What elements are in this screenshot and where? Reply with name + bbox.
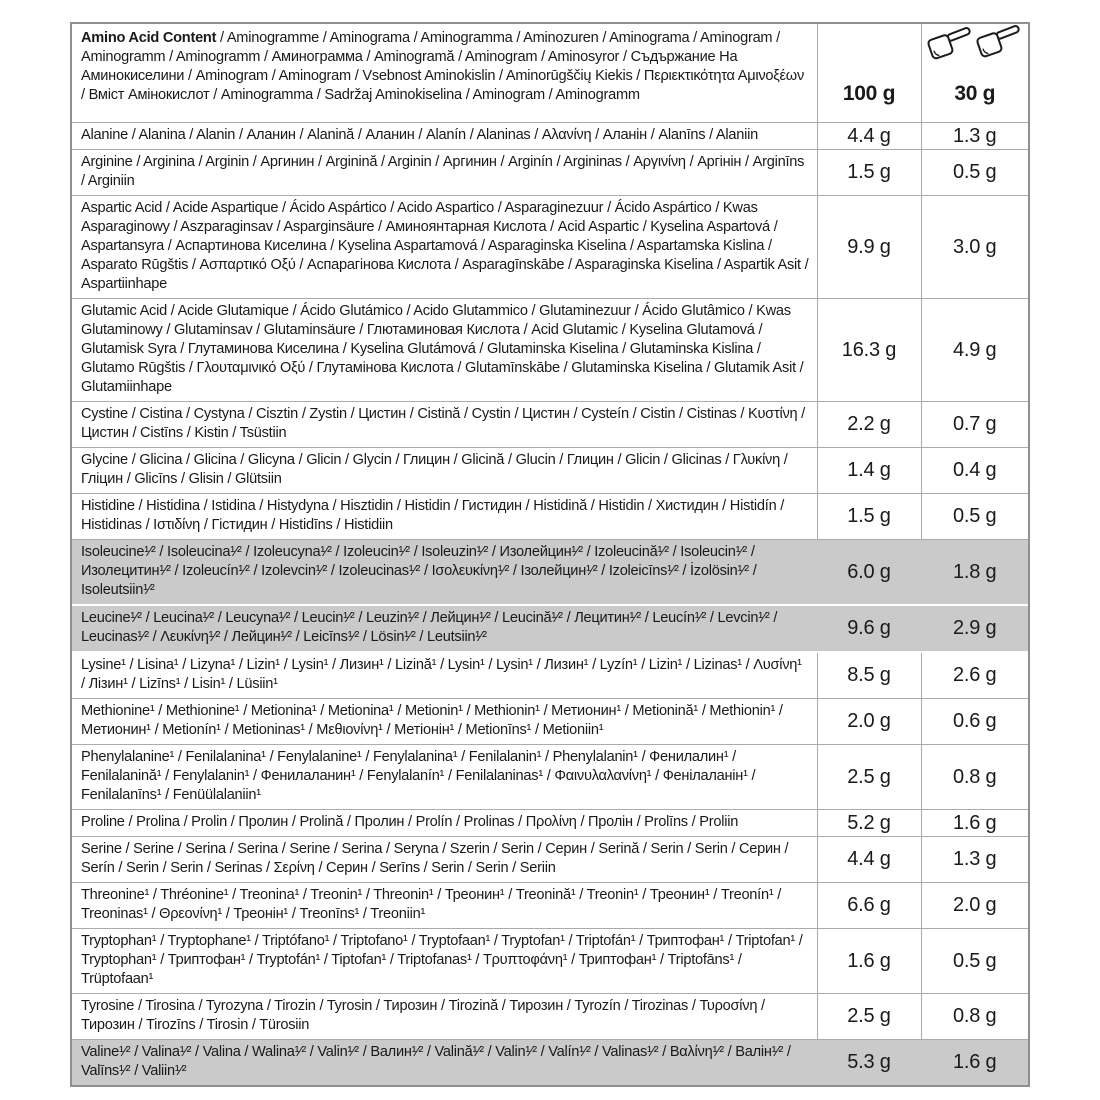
column-header-30g: 30 g (921, 24, 1028, 123)
value-30g: 0.5 g (921, 149, 1028, 196)
value-30g: 0.7 g (921, 401, 1028, 448)
table-row: Alanine / Alanina / Alanin / Аланин / Al… (72, 122, 1028, 150)
amino-acid-names: Tyrosine / Tirosina / Tyrozyna / Tirozin… (72, 993, 818, 1040)
value-100g: 9.9 g (817, 195, 922, 299)
amino-acid-names: Phenylalanine¹ / Fenilalanina¹ / Fenylal… (72, 744, 818, 810)
table-row: Lysine¹ / Lisina¹ / Lizyna¹ / Lizin¹ / L… (72, 652, 1028, 699)
table-row: Cystine / Cistina / Cystyna / Cisztin / … (72, 401, 1028, 448)
table-row: Histidine / Histidina / Istidina / Histy… (72, 493, 1028, 540)
column-header-100g: 100 g (817, 24, 922, 123)
value-100g: 1.5 g (817, 149, 922, 196)
table-row: Aspartic Acid / Acide Aspartique / Ácido… (72, 195, 1028, 299)
value-30g: 2.9 g (921, 604, 1028, 653)
value-100g: 6.6 g (817, 882, 922, 929)
scoop-icon (927, 27, 971, 60)
column-label-100g: 100 g (842, 82, 896, 105)
value-30g: 0.5 g (921, 493, 1028, 540)
header-row: Amino Acid Content / Aminogramme / Amino… (72, 24, 1028, 123)
amino-acid-names: Methionine¹ / Methionine¹ / Metionina¹ /… (72, 698, 818, 745)
amino-acid-names: Isoleucine¹⁄² / Isoleucina¹⁄² / Izoleucy… (72, 539, 817, 606)
amino-acid-names: Aspartic Acid / Acide Aspartique / Ácido… (72, 195, 818, 299)
value-100g: 4.4 g (817, 122, 922, 150)
value-30g: 3.0 g (921, 195, 1028, 299)
table-title: Amino Acid Content / Aminogramme / Amino… (72, 24, 818, 123)
table-row: Proline / Prolina / Prolin / Пролин / Pr… (72, 809, 1028, 837)
table-row: Threonine¹ / Thréonine¹ / Treonina¹ / Tr… (72, 882, 1028, 929)
value-100g: 1.6 g (817, 928, 922, 994)
amino-acid-names: Glycine / Glicina / Glicina / Glicyna / … (72, 447, 818, 494)
amino-acid-names: Histidine / Histidina / Istidina / Histy… (72, 493, 818, 540)
table-row: Phenylalanine¹ / Fenilalanina¹ / Fenylal… (72, 744, 1028, 810)
value-30g: 0.5 g (921, 928, 1028, 994)
value-30g: 1.8 g (921, 539, 1028, 606)
value-100g: 2.0 g (817, 698, 922, 745)
value-30g: 1.3 g (921, 836, 1028, 883)
table-row: Glycine / Glicina / Glicina / Glicyna / … (72, 447, 1028, 494)
amino-acid-names: Lysine¹ / Lisina¹ / Lizyna¹ / Lizin¹ / L… (72, 652, 818, 699)
value-100g: 4.4 g (817, 836, 922, 883)
table-row: Methionine¹ / Methionine¹ / Metionina¹ /… (72, 698, 1028, 745)
amino-acid-names: Alanine / Alanina / Alanin / Аланин / Al… (72, 122, 818, 150)
amino-acid-names: Leucine¹⁄² / Leucina¹⁄² / Leucyna¹⁄² / L… (72, 604, 817, 653)
scoop-icons (922, 24, 1029, 72)
amino-acid-names: Tryptophan¹ / Tryptophane¹ / Triptófano¹… (72, 928, 818, 994)
value-100g: 5.3 g (817, 1039, 921, 1085)
table-title-translations: / Aminogramme / Aminograma / Aminogramma… (81, 30, 805, 103)
value-30g: 1.6 g (921, 1039, 1028, 1085)
scoop-icon (976, 25, 1020, 58)
value-30g: 1.3 g (921, 122, 1028, 150)
amino-acid-names: Glutamic Acid / Acide Glutamique / Ácido… (72, 298, 818, 402)
amino-acid-names: Serine / Serine / Serina / Serina / Seri… (72, 836, 818, 883)
value-100g: 5.2 g (817, 809, 922, 837)
amino-acid-names: Cystine / Cistina / Cystyna / Cisztin / … (72, 401, 818, 448)
value-100g: 2.2 g (817, 401, 922, 448)
value-30g: 0.8 g (921, 744, 1028, 810)
value-30g: 4.9 g (921, 298, 1028, 402)
amino-acid-content-table: Amino Acid Content / Aminogramme / Amino… (72, 24, 1028, 1085)
value-100g: 8.5 g (817, 652, 922, 699)
value-100g: 16.3 g (817, 298, 922, 402)
value-30g: 2.6 g (921, 652, 1028, 699)
amino-acid-names: Proline / Prolina / Prolin / Пролин / Pr… (72, 809, 818, 837)
value-100g: 9.6 g (817, 604, 921, 653)
amino-acid-table: Amino Acid Content / Aminogramme / Amino… (70, 22, 1030, 1087)
amino-acid-names: Threonine¹ / Thréonine¹ / Treonina¹ / Tr… (72, 882, 818, 929)
value-30g: 2.0 g (921, 882, 1028, 929)
table-row: Leucine¹⁄² / Leucina¹⁄² / Leucyna¹⁄² / L… (72, 604, 1028, 653)
value-30g: 0.6 g (921, 698, 1028, 745)
value-100g: 1.5 g (817, 493, 922, 540)
value-30g: 0.4 g (921, 447, 1028, 494)
value-30g: 0.8 g (921, 993, 1028, 1040)
table-row: Tyrosine / Tirosina / Tyrozyna / Tirozin… (72, 993, 1028, 1040)
value-30g: 1.6 g (921, 809, 1028, 837)
table-row: Serine / Serine / Serina / Serina / Seri… (72, 836, 1028, 883)
table-row: Glutamic Acid / Acide Glutamique / Ácido… (72, 298, 1028, 402)
table-row: Isoleucine¹⁄² / Isoleucina¹⁄² / Izoleucy… (72, 539, 1028, 606)
value-100g: 1.4 g (817, 447, 922, 494)
amino-acid-names: Valine¹⁄² / Valina¹⁄² / Valina / Walina¹… (72, 1039, 817, 1085)
column-label-30g: 30 g (954, 82, 996, 105)
table-row: Tryptophan¹ / Tryptophane¹ / Triptófano¹… (72, 928, 1028, 994)
table-row: Arginine / Arginina / Arginin / Аргинин … (72, 149, 1028, 196)
value-100g: 6.0 g (817, 539, 921, 606)
value-100g: 2.5 g (817, 993, 922, 1040)
table-row: Valine¹⁄² / Valina¹⁄² / Valina / Walina¹… (72, 1039, 1028, 1085)
table-title-bold: Amino Acid Content (81, 30, 217, 46)
amino-acid-names: Arginine / Arginina / Arginin / Аргинин … (72, 149, 818, 196)
value-100g: 2.5 g (817, 744, 922, 810)
